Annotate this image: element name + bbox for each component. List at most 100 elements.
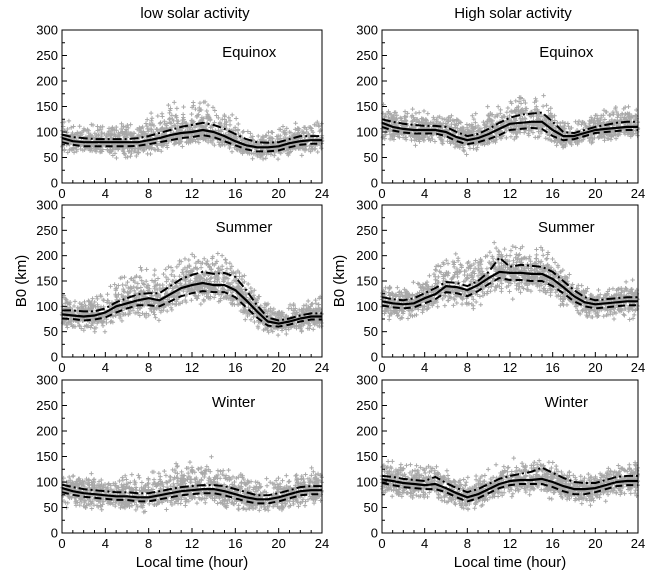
y-tick-label: 200	[36, 74, 58, 89]
scatter-point	[126, 285, 131, 291]
scatter-point	[280, 124, 286, 129]
scatter-point	[504, 110, 510, 115]
scatter-point	[160, 282, 165, 288]
scatter-point	[183, 269, 189, 275]
scatter-point	[540, 104, 546, 109]
scatter-point	[286, 147, 291, 152]
scatter-point	[191, 103, 196, 108]
scatter-point	[478, 302, 483, 307]
scatter-point	[197, 108, 202, 113]
x-tick-label: 4	[102, 360, 109, 375]
scatter-point	[299, 329, 304, 334]
scatter-point	[410, 106, 415, 112]
scatter-point	[212, 142, 217, 148]
scatter-point	[112, 132, 118, 137]
scatter-point	[128, 154, 133, 159]
scatter-point	[156, 318, 162, 323]
y-tick-label: 100	[36, 299, 58, 314]
scatter-point	[168, 305, 174, 310]
scatter-point	[71, 124, 76, 129]
scatter-point	[220, 117, 225, 122]
scatter-point	[210, 105, 216, 110]
scatter-point	[513, 98, 518, 104]
scatter-point	[189, 297, 194, 303]
scatter-point	[182, 256, 188, 262]
scatter-point	[212, 120, 217, 125]
x-tick-label: 16	[228, 360, 242, 375]
scatter-point	[461, 148, 467, 154]
scatter-point	[164, 308, 170, 314]
scatter-point	[507, 113, 512, 119]
column-title-high: High solar activity	[454, 5, 572, 22]
x-tick-label: 4	[421, 186, 428, 201]
scatter-point	[485, 104, 490, 109]
scatter-point	[205, 102, 211, 108]
scatter-point	[272, 153, 277, 158]
y-tick-label: 50	[44, 324, 58, 339]
scatter-point	[240, 137, 245, 142]
scatter-point	[223, 257, 228, 263]
scatter-point	[492, 240, 497, 245]
scatter-point	[198, 301, 204, 307]
y-tick-label: 300	[36, 23, 58, 38]
x-tick-label: 20	[271, 360, 285, 375]
scatter-point	[215, 251, 221, 256]
panel-title: Equinox	[539, 44, 594, 61]
x-tick-label: 12	[503, 186, 517, 201]
scatter-point	[252, 319, 257, 325]
scatter-point	[432, 139, 438, 144]
plot-frame	[381, 29, 639, 184]
scatter-point	[258, 152, 264, 157]
y-tick-label: 200	[356, 74, 378, 89]
y-tick-label: 250	[36, 223, 58, 238]
x-tick-label: 12	[185, 360, 199, 375]
scatter-point	[245, 281, 251, 287]
x-tick-label: 8	[464, 186, 471, 201]
scatter-point	[395, 285, 400, 290]
scatter-point	[546, 108, 551, 113]
scatter-point	[315, 119, 320, 125]
y-tick-label: 300	[356, 23, 378, 38]
scatter-point	[145, 151, 150, 157]
scatter-point	[236, 121, 241, 127]
scatter-point	[464, 152, 469, 157]
scatter-point	[122, 151, 128, 157]
scatter-point	[242, 273, 247, 278]
x-tick-label: 12	[185, 186, 199, 201]
scatter-point	[473, 111, 478, 116]
scatter-point	[143, 121, 149, 126]
y-tick-label: 100	[356, 125, 378, 140]
scatter-point	[575, 121, 581, 127]
scatter-point	[148, 110, 154, 116]
scatter-point	[170, 116, 175, 122]
scatter-point	[168, 121, 174, 126]
scatter-cloud	[59, 251, 324, 338]
scatter-point	[138, 285, 144, 290]
scatter-point	[100, 297, 106, 303]
scatter-point	[219, 253, 225, 258]
scatter-point	[287, 129, 292, 135]
scatter-point	[189, 252, 195, 257]
scatter-point	[77, 124, 82, 129]
scatter-point	[126, 125, 131, 131]
scatter-point	[495, 104, 501, 109]
y-tick-label: 150	[356, 99, 378, 114]
scatter-point	[134, 153, 139, 159]
y-tick-label: 150	[36, 99, 58, 114]
scatter-point	[108, 284, 113, 289]
scatter-point	[177, 274, 182, 279]
scatter-point	[202, 256, 207, 261]
panel-title: Summer	[216, 219, 273, 236]
scatter-point	[508, 134, 514, 139]
scatter-point	[251, 151, 257, 157]
scatter-point	[504, 135, 509, 141]
scatter-point	[162, 119, 167, 124]
scatter-point	[222, 142, 228, 148]
scatter-point	[440, 141, 446, 146]
scatter-point	[473, 299, 479, 305]
scatter-point	[413, 110, 419, 116]
scatter-point	[275, 156, 281, 162]
